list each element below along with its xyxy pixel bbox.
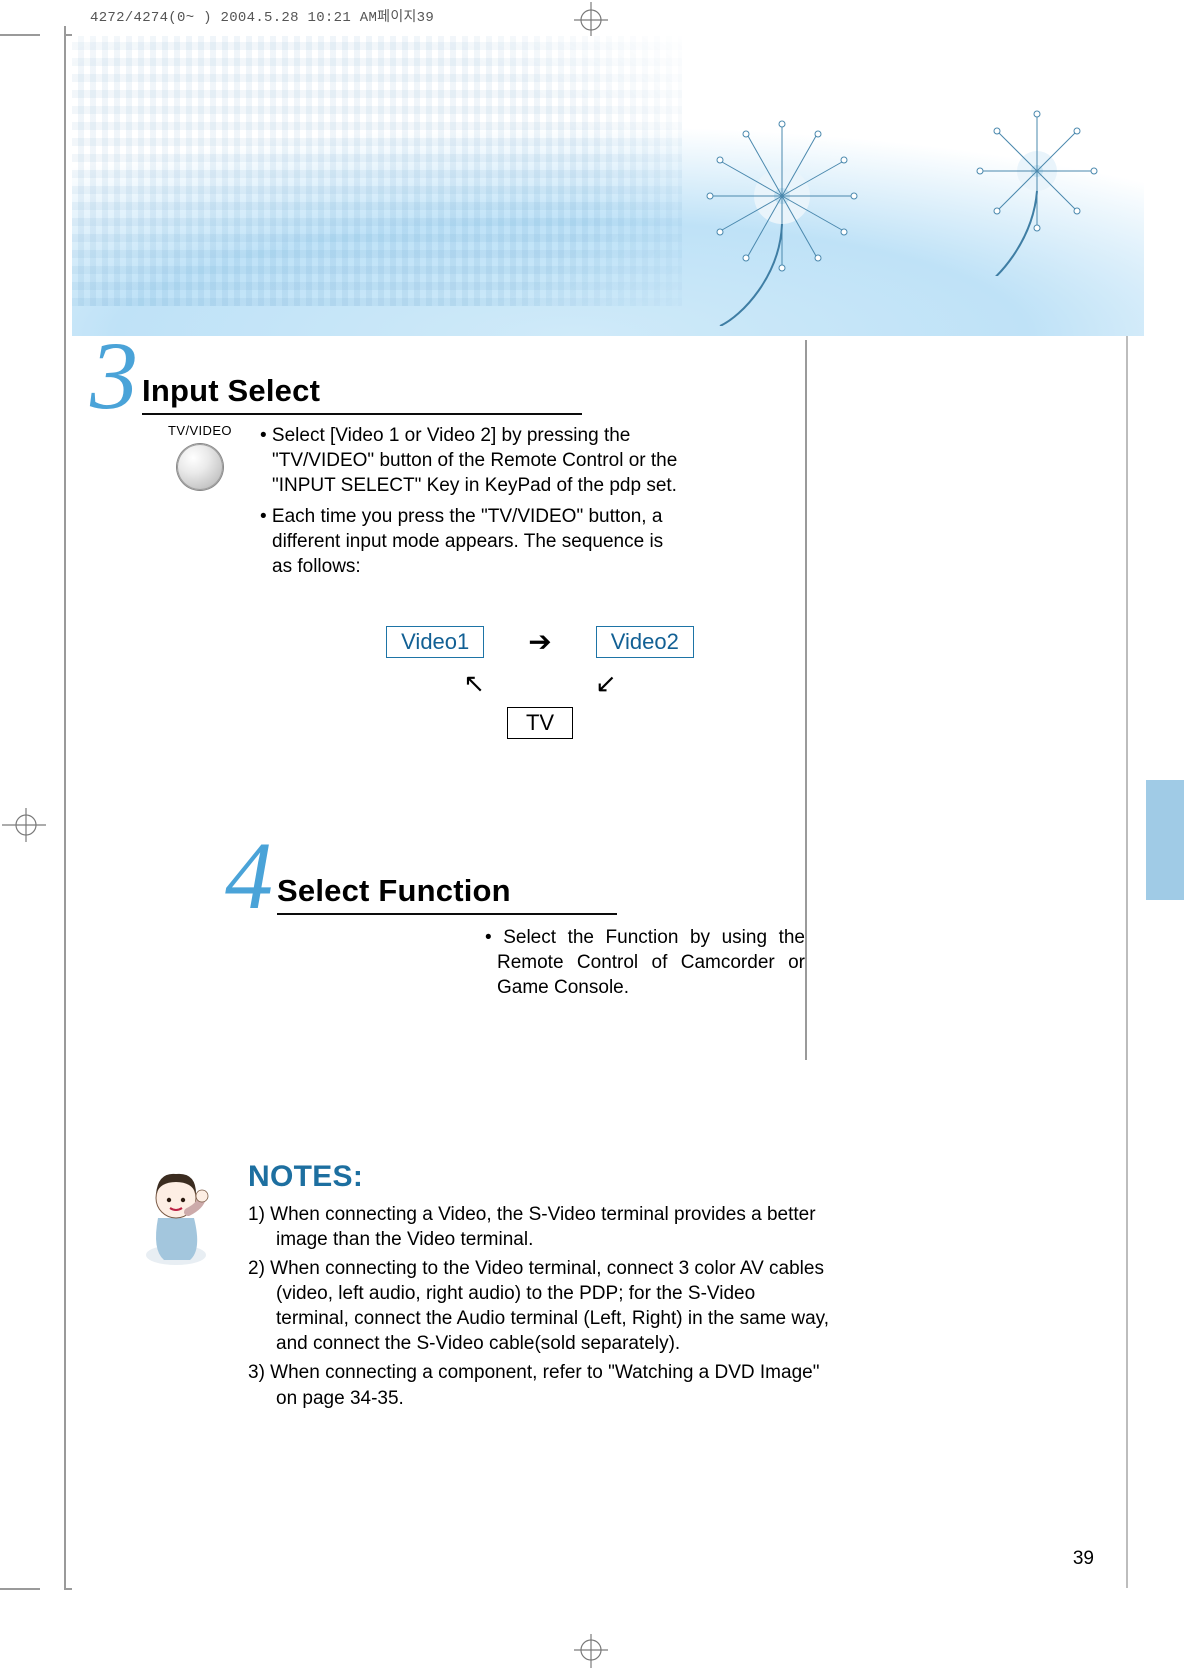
arrow-up-left-icon: ↖: [463, 668, 485, 699]
remote-button-icon: [177, 444, 223, 490]
bullet: • Select [Video 1 or Video 2] by pressin…: [260, 423, 680, 498]
cycle-node-video2: Video2: [596, 626, 694, 658]
page-number: 39: [1073, 1548, 1094, 1570]
arrow-right-icon: ➔: [528, 625, 551, 658]
thumb-tab: [1146, 780, 1184, 900]
step-number: 4: [225, 838, 273, 915]
header-illustration: [72, 36, 1144, 336]
dandelion-icon: [632, 66, 892, 326]
section-title: Select Function: [277, 873, 511, 909]
note-item: 2) When connecting to the Video terminal…: [248, 1256, 830, 1356]
frame-line-left-v: [64, 26, 66, 1588]
bullet: • Select the Function by using the Remot…: [485, 925, 805, 1000]
notes-section: NOTES: 1) When connecting a Video, the S…: [130, 1160, 830, 1415]
bullet: • Each time you press the "TV/VIDEO" but…: [260, 504, 680, 579]
notes-title: NOTES:: [248, 1160, 830, 1194]
frame-line-bot-h: [0, 1588, 40, 1590]
note-item: 3) When connecting a component, refer to…: [248, 1360, 830, 1410]
input-cycle-diagram: Video1 ➔ Video2 ↖ ↙ TV: [360, 625, 720, 739]
dandelion-icon: [942, 76, 1132, 276]
remote-button-label: TV/VIDEO: [158, 423, 242, 438]
section-input-select: 3 Input Select TV/VIDEO • Select [Video …: [90, 338, 810, 739]
remote-button-illustration: TV/VIDEO: [158, 423, 242, 585]
crop-mark-left: [2, 800, 46, 850]
cycle-node-tv: TV: [507, 707, 573, 739]
arrow-down-left-icon: ↙: [595, 668, 617, 699]
frame-line-bot-h2: [64, 1588, 72, 1590]
note-item: 1) When connecting a Video, the S-Video …: [248, 1202, 830, 1252]
crop-mark-top: [566, 2, 616, 36]
section-select-function: 4 Select Function • Select the Function …: [225, 838, 805, 1000]
instruction-text: • Select [Video 1 or Video 2] by pressin…: [260, 423, 680, 585]
section-title: Input Select: [142, 373, 320, 409]
frame-line-top-h2: [64, 34, 72, 36]
step-number: 3: [90, 338, 138, 415]
page: 4272/4274(0~ ) 2004.5.28 10:21 AM페이지39: [0, 0, 1184, 1670]
frame-line-top-h: [0, 34, 40, 36]
cycle-node-video1: Video1: [386, 626, 484, 658]
notes-character-icon: [130, 1160, 222, 1270]
crop-mark-bottom: [566, 1634, 616, 1668]
